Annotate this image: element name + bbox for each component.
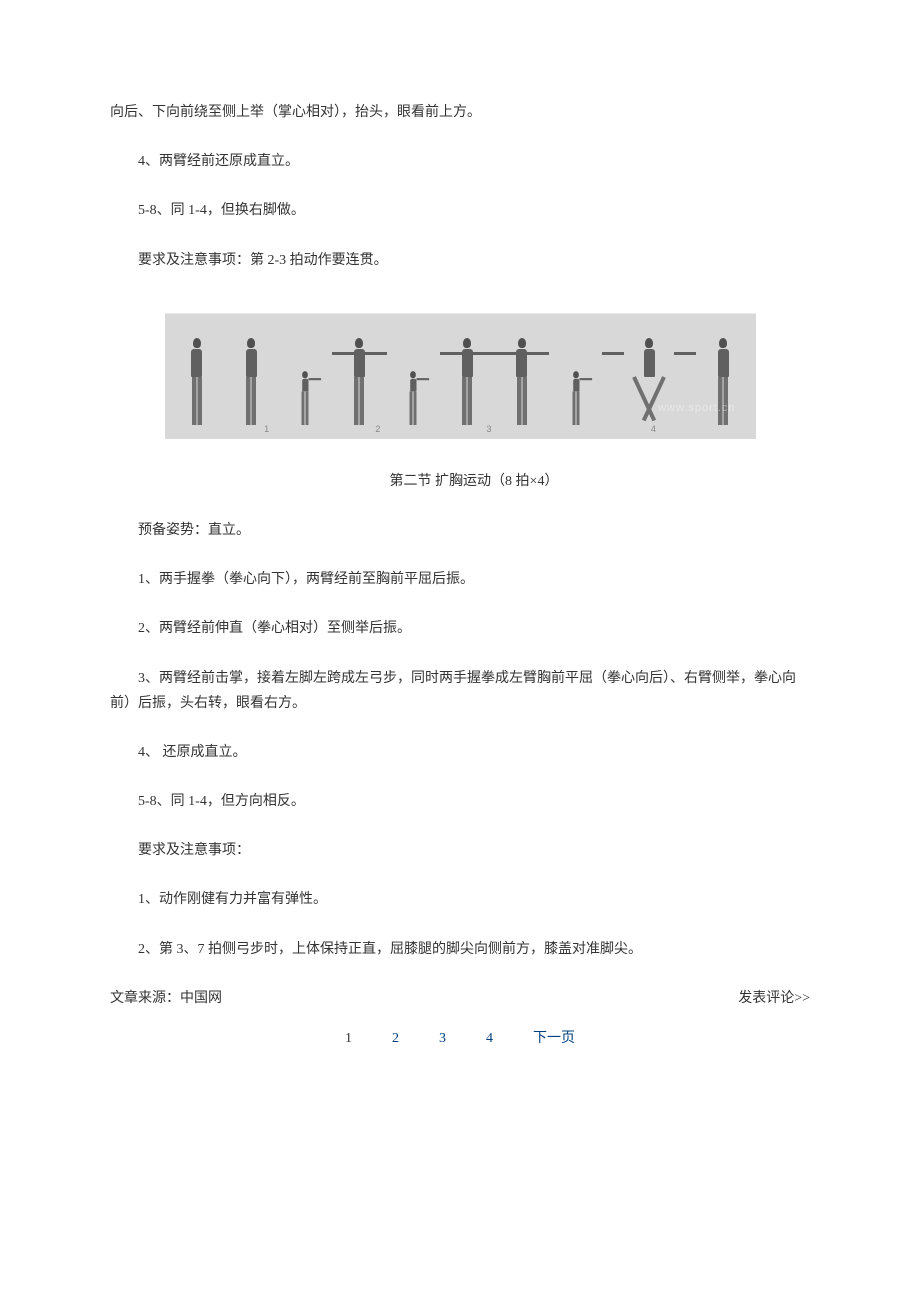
pose-4-t <box>354 338 365 425</box>
figure-watermark: www.sport.cn <box>658 399 735 419</box>
paragraph-s2-1: 1、两手握拳（拳心向下），两臂经前至胸前平屈后振。 <box>110 567 810 592</box>
pagination: 1 2 3 4 下一页 <box>110 1026 810 1051</box>
paragraph-s2-req1: 1、动作刚健有力并富有弹性。 <box>110 887 810 912</box>
paragraph-s2-4: 4、 还原成直立。 <box>110 740 810 765</box>
paragraph-step5-8: 5-8、同 1-4，但换右脚做。 <box>110 198 810 223</box>
pose-6-t <box>462 338 473 425</box>
pose-5-squat <box>410 371 417 425</box>
page-current: 1 <box>345 1026 352 1051</box>
exercise-figure-row: 1 2 3 4 www.sport.cn <box>165 313 756 439</box>
paragraph-s2-req2: 2、第 3、7 拍侧弓步时，上体保持正直，屈膝腿的脚尖向侧前方，膝盖对准脚尖。 <box>110 937 810 962</box>
article-footer: 文章来源：中国网 发表评论>> <box>110 986 810 1011</box>
comment-link[interactable]: 发表评论>> <box>738 986 810 1011</box>
pose-3-squat <box>302 371 309 425</box>
page-link-3[interactable]: 3 <box>439 1026 446 1051</box>
paragraph-prep: 预备姿势：直立。 <box>110 518 810 543</box>
paragraph-step4: 4、两臂经前还原成直立。 <box>110 149 810 174</box>
exercise-illustration: 1 2 3 4 www.sport.cn <box>110 313 810 439</box>
section-title: 第二节 扩胸运动（8 拍×4） <box>110 469 810 494</box>
paragraph-s2-5-8: 5-8、同 1-4，但方向相反。 <box>110 789 810 814</box>
paragraph-s2-2: 2、两臂经前伸直（拳心相对）至侧举后振。 <box>110 616 810 641</box>
paragraph-s2-req-title: 要求及注意事项： <box>110 838 810 863</box>
paragraph-continuation: 向后、下向前绕至侧上举（掌心相对），抬头，眼看前上方。 <box>110 100 810 125</box>
pose-8-squat <box>572 371 579 425</box>
page-link-4[interactable]: 4 <box>486 1026 493 1051</box>
pose-2 <box>246 338 257 425</box>
figure-numbers: 1 2 3 4 <box>165 421 756 437</box>
paragraph-s2-3: 3、两臂经前击掌，接着左脚左跨成左弓步，同时两手握拳成左臂胸前平屈（拳心向后）、… <box>110 666 810 716</box>
pose-1 <box>191 338 202 425</box>
pose-7-t <box>516 338 527 425</box>
paragraph-requirements: 要求及注意事项：第 2-3 拍动作要连贯。 <box>110 248 810 273</box>
article-content: 向后、下向前绕至侧上举（掌心相对），抬头，眼看前上方。 4、两臂经前还原成直立。… <box>110 100 810 962</box>
source-label: 文章来源：中国网 <box>110 986 222 1011</box>
page-link-next[interactable]: 下一页 <box>533 1026 575 1051</box>
page-link-2[interactable]: 2 <box>392 1026 399 1051</box>
